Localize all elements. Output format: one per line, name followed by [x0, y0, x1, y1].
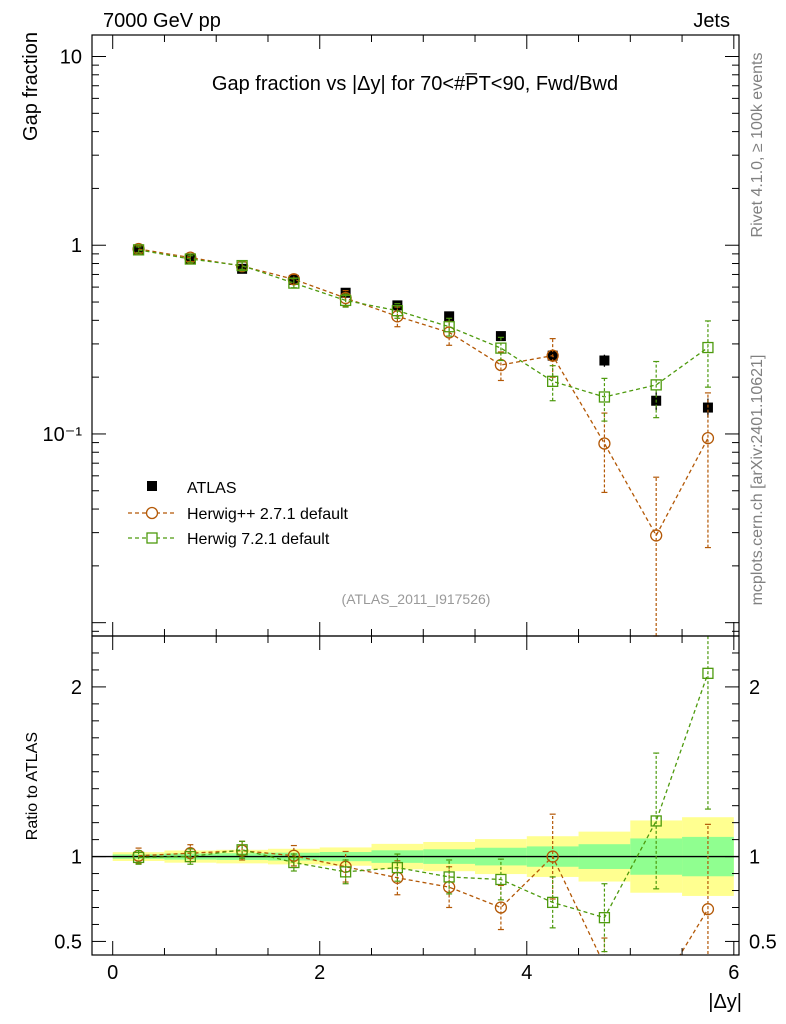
main-point-herwigpp	[442, 326, 456, 339]
ratio-point-herwigpp	[701, 903, 715, 916]
legend: ATLAS Herwig++ 2.7.1 default Herwig 7.2.…	[128, 480, 349, 548]
main-point-herwig7	[236, 259, 248, 272]
ratio-point-herwig7	[598, 912, 611, 924]
ratio-point-herwig7	[236, 844, 248, 856]
ratio-line-herwig7	[138, 673, 709, 919]
ratio-xtick-label: 2	[314, 962, 325, 984]
ratio-point-herwig7	[495, 873, 507, 886]
main-point-herwig7	[495, 342, 507, 354]
ratio-point-herwigpp	[546, 850, 559, 863]
ratio-point-herwig7	[547, 896, 559, 909]
legend-marker-herwigpp	[145, 506, 159, 520]
ratio-point-herwig7	[650, 815, 662, 827]
ratio-xlabel: |Δy|	[708, 991, 742, 1013]
ratio-point-herwigpp	[494, 901, 508, 914]
main-point-herwig7	[702, 341, 714, 354]
ratio-point-herwig7	[443, 871, 455, 883]
ratio-xtick-label: 6	[728, 962, 739, 984]
main-point-herwig7	[598, 391, 611, 403]
ratio-xtick-label: 4	[521, 962, 532, 984]
analysis-id: (ATLAS_2011_I917526)	[342, 591, 491, 607]
header-left: 7000 GeV pp	[103, 10, 221, 32]
ratio-point-herwigpp	[287, 849, 301, 862]
main-point-herwig7	[650, 379, 662, 391]
ratio-ytick-label-right: 0.5	[749, 931, 777, 953]
main-ytick-label: 10⁻¹	[43, 424, 83, 446]
main-point-herwigpp	[701, 432, 715, 445]
ratio-point-herwig7	[184, 850, 196, 863]
legend-label-herwig7: Herwig 7.2.1 default	[187, 531, 330, 548]
ratio-xtick-label: 0	[107, 962, 118, 984]
ratio-panel: 0.5 0.5 1 1 2 2 0 2 4 6	[54, 635, 777, 1000]
legend-label-herwigpp: Herwig++ 2.7.1 default	[187, 506, 349, 523]
main-ytick-label: 1	[71, 235, 82, 257]
ratio-ytick-label-right: 2	[749, 677, 760, 699]
main-point-atlas	[495, 331, 506, 342]
main-point-atlas	[599, 355, 610, 366]
main-ylabel: Gap fraction	[20, 32, 42, 141]
main-point-herwigpp	[650, 529, 663, 542]
ratio-ytick-label: 0.5	[54, 931, 82, 953]
ratio-ytick-label: 2	[71, 677, 82, 699]
main-point-herwigpp	[546, 349, 559, 362]
main-line-herwigpp	[138, 248, 709, 537]
header-right: Jets	[693, 10, 730, 32]
ratio-point-herwig7	[391, 861, 404, 874]
chart-title: Gap fraction vs |Δy| for 70<#P̅T<90, Fwd…	[212, 72, 618, 95]
main-point-herwig7	[184, 253, 196, 265]
main-point-herwig7	[288, 277, 300, 289]
legend-marker-herwig7	[146, 532, 158, 544]
main-point-herwig7	[443, 321, 455, 333]
main-point-herwig7	[339, 294, 352, 307]
ratio-point-herwig7	[702, 667, 714, 679]
ratio-frame	[91, 635, 740, 956]
main-line-herwig7	[138, 249, 709, 398]
ratio-point-herwig7	[339, 866, 352, 878]
ratio-point-herwigpp	[599, 960, 610, 971]
ratio-ytick-label-right: 1	[749, 847, 760, 869]
legend-label-atlas: ATLAS	[187, 480, 237, 497]
main-ytick-label: 10	[60, 47, 82, 69]
main-panel: 10 1 10⁻¹	[43, 34, 740, 637]
ratio-ylabel: Ratio to ATLAS	[24, 732, 41, 840]
ratio-point-herwig7	[132, 851, 145, 864]
main-point-herwig7	[132, 244, 145, 256]
ratio-point-herwig7	[288, 856, 300, 869]
ratio-line-herwigpp	[138, 849, 709, 955]
legend-marker-atlas	[147, 481, 157, 491]
main-point-herwig7	[547, 375, 559, 387]
side-label-mcplots: mcplots.cern.ch [arXiv:2401.10621]	[749, 355, 766, 606]
main-point-atlas	[444, 311, 455, 322]
ratio-ytick-label: 1	[71, 847, 82, 869]
main-point-herwig7	[391, 305, 404, 317]
side-label-rivet: Rivet 4.1.0, ≥ 100k events	[749, 53, 766, 238]
ratio-point-herwigpp	[651, 989, 662, 1000]
main-point-herwigpp	[598, 437, 611, 450]
ratio-plot-area	[92, 636, 739, 1000]
